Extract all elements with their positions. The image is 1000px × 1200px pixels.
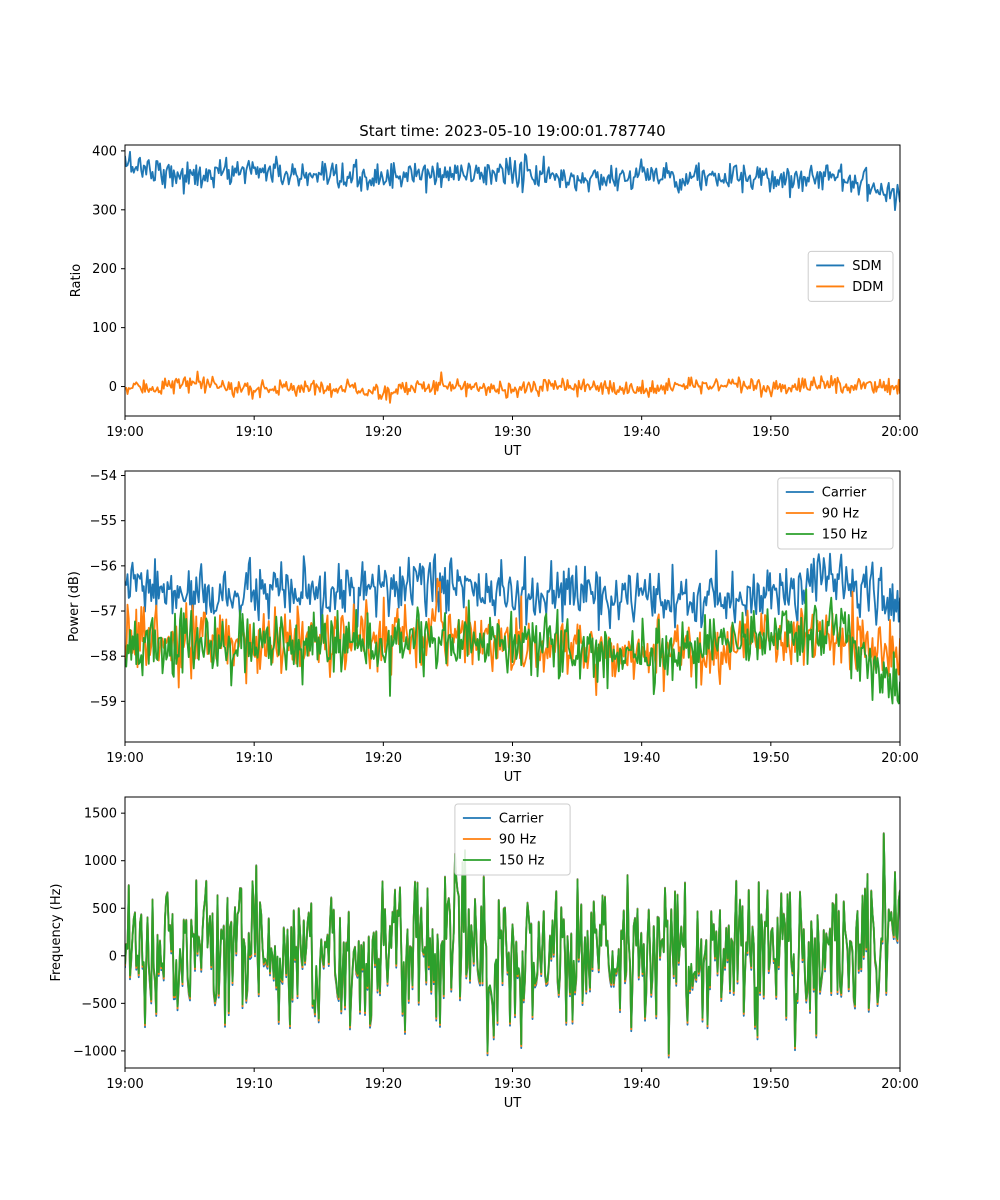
y-tick-label: −1000 — [73, 1044, 117, 1059]
y-tick-label: −56 — [90, 559, 117, 574]
legend-label: 90 Hz — [822, 507, 859, 522]
y-tick-label: −59 — [90, 695, 117, 710]
legend-label: 150 Hz — [499, 854, 545, 869]
x-tick-label: 19:40 — [623, 425, 660, 440]
x-tick-label: 20:00 — [881, 425, 918, 440]
series-line-sdm — [125, 150, 900, 212]
series-line-150-hz — [125, 588, 900, 705]
panel-1: 19:00 19:10 19:20 19:30 19:40 19:50 20:00 0 100 2… — [69, 144, 919, 459]
legend-label: 150 Hz — [822, 528, 868, 543]
y-tick-label: 100 — [92, 321, 117, 336]
legend: SDM DDM — [807, 250, 894, 302]
x-tick-label: 19:30 — [494, 1077, 531, 1092]
chart-title: Start time: 2023-05-10 19:00:01.787740 — [359, 122, 665, 140]
y-tick-label: 300 — [92, 203, 117, 218]
y-tick-label: −57 — [90, 605, 117, 620]
legend-label: Carrier — [822, 486, 867, 501]
x-tick-label: 19:50 — [752, 425, 789, 440]
y-axis-label: Power (dB) — [67, 571, 82, 642]
x-tick-label: 19:00 — [106, 425, 143, 440]
x-tick-label: 19:20 — [365, 425, 402, 440]
x-tick-label: 19:50 — [752, 751, 789, 766]
x-tick-label: 19:00 — [106, 751, 143, 766]
y-tick-label: 400 — [92, 144, 117, 159]
series-group — [125, 832, 900, 1059]
y-tick-label: 0 — [109, 380, 117, 395]
series-group — [125, 549, 900, 705]
panel-2: 19:00 19:10 19:20 19:30 19:40 19:50 20:00 −59 −5… — [67, 469, 919, 785]
x-tick-label: 19:20 — [365, 751, 402, 766]
series-line-carrier — [125, 549, 900, 638]
panels: 19:00 19:10 19:20 19:30 19:40 19:50 20:00 0 100 2… — [49, 144, 919, 1111]
x-tick-label: 19:10 — [235, 1077, 272, 1092]
y-tick-label: 1500 — [84, 807, 117, 822]
x-tick-label: 19:20 — [365, 1077, 402, 1092]
series-line-ddm — [125, 370, 900, 404]
y-tick-label: 500 — [92, 902, 117, 917]
x-axis-label: UT — [504, 770, 522, 785]
x-tick-label: 19:10 — [235, 425, 272, 440]
x-tick-label: 20:00 — [881, 751, 918, 766]
legend: Carrier 90 Hz 150 Hz — [454, 803, 571, 876]
y-tick-label: −58 — [90, 650, 117, 665]
series-line-150-hz — [125, 832, 900, 1055]
y-tick-label: 0 — [109, 949, 117, 964]
x-tick-label: 19:00 — [106, 1077, 143, 1092]
legend-label: Carrier — [499, 812, 544, 827]
axes-frame — [124, 144, 901, 417]
x-tick-label: 19:30 — [494, 751, 531, 766]
legend-frame — [777, 477, 894, 550]
x-tick-label: 19:50 — [752, 1077, 789, 1092]
y-tick-label: 1000 — [84, 854, 117, 869]
x-tick-label: 20:00 — [881, 1077, 918, 1092]
y-axis-label: Frequency (Hz) — [49, 883, 64, 981]
y-axis-label: Ratio — [69, 264, 84, 297]
legend-frame — [454, 803, 571, 876]
legend-label: DDM — [852, 280, 883, 295]
legend-label: SDM — [852, 259, 881, 274]
y-tick-label: −54 — [90, 469, 117, 484]
panel-3: 19:00 19:10 19:20 19:30 19:40 19:50 20:00 −1000… — [49, 796, 919, 1111]
y-tick-label: 200 — [92, 262, 117, 277]
y-tick-label: −500 — [81, 997, 117, 1012]
series-group — [125, 150, 900, 404]
x-tick-label: 19:40 — [623, 1077, 660, 1092]
legend: Carrier 90 Hz 150 Hz — [777, 477, 894, 550]
x-tick-label: 19:30 — [494, 425, 531, 440]
x-axis-label: UT — [504, 1096, 522, 1111]
legend-label: 90 Hz — [499, 833, 536, 848]
legend-frame — [807, 250, 894, 302]
x-tick-label: 19:40 — [623, 751, 660, 766]
x-tick-label: 19:10 — [235, 751, 272, 766]
x-axis-label: UT — [504, 444, 522, 459]
y-tick-label: −55 — [90, 514, 117, 529]
